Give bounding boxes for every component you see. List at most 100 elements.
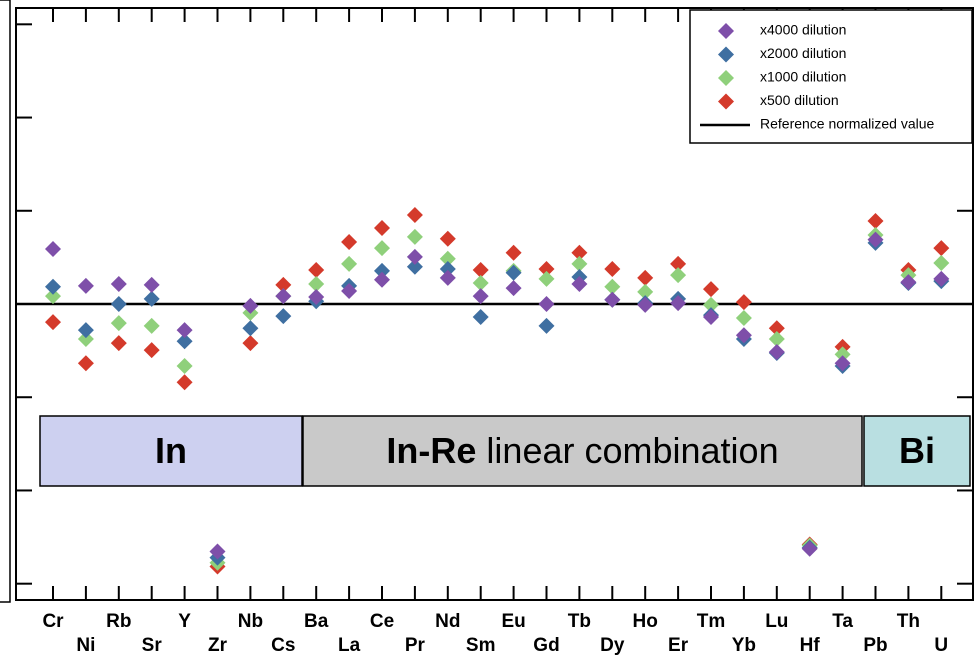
legend-marker bbox=[718, 23, 734, 39]
band-label-text: linear combination bbox=[486, 430, 778, 471]
data-point bbox=[143, 342, 160, 359]
x-tick-label: Ce bbox=[370, 611, 394, 632]
data-point bbox=[472, 288, 489, 305]
legend-label: x4000 dilution bbox=[760, 22, 846, 38]
x-tick-label: Rb bbox=[106, 611, 131, 632]
data-point bbox=[637, 283, 654, 300]
data-point bbox=[110, 296, 127, 312]
data-point bbox=[505, 280, 522, 297]
legend-marker bbox=[718, 93, 734, 110]
data-point bbox=[406, 248, 423, 265]
data-point bbox=[374, 262, 390, 279]
x-tick-label: Ni bbox=[76, 635, 95, 656]
data-point bbox=[45, 288, 61, 305]
neighbor-panel-edge bbox=[0, 0, 11, 603]
data-point bbox=[768, 330, 785, 347]
data-point bbox=[439, 261, 456, 278]
x-tick-label: Pb bbox=[863, 635, 887, 656]
x-tick-label: Eu bbox=[501, 611, 525, 632]
legend-label: Reference normalized value bbox=[760, 116, 935, 132]
x-tick-label: Yb bbox=[732, 635, 756, 656]
data-point bbox=[308, 275, 325, 292]
data-point bbox=[538, 270, 555, 287]
band-label: In bbox=[155, 430, 187, 471]
data-point bbox=[801, 540, 818, 557]
data-point bbox=[45, 278, 61, 295]
data-point bbox=[439, 250, 456, 267]
x-tick-label: Cr bbox=[42, 611, 64, 632]
data-point bbox=[538, 317, 555, 334]
data-point bbox=[341, 282, 358, 299]
data-point bbox=[308, 261, 325, 278]
data-point bbox=[242, 335, 259, 352]
data-point bbox=[571, 255, 588, 272]
data-point bbox=[604, 261, 621, 278]
x-tick-label: Tb bbox=[568, 611, 591, 632]
data-point bbox=[834, 355, 851, 372]
data-point bbox=[571, 275, 588, 292]
x-tick-label: Er bbox=[668, 635, 689, 656]
data-point bbox=[110, 335, 127, 352]
x-tick-label: Nd bbox=[435, 611, 460, 632]
x-tick-label: Ho bbox=[633, 611, 658, 632]
data-point bbox=[176, 322, 193, 339]
data-point bbox=[670, 255, 687, 272]
data-point bbox=[242, 320, 259, 337]
legend-marker bbox=[718, 70, 734, 86]
data-point bbox=[505, 264, 522, 281]
data-point bbox=[735, 309, 752, 326]
data-point bbox=[374, 220, 390, 237]
x-tick-label: Zr bbox=[208, 635, 228, 656]
data-point bbox=[900, 274, 917, 291]
data-point bbox=[439, 269, 456, 286]
x-tick-label: Ta bbox=[832, 611, 853, 632]
data-point bbox=[472, 309, 489, 326]
data-point bbox=[637, 296, 654, 313]
data-point bbox=[768, 320, 785, 337]
data-point bbox=[275, 288, 292, 305]
data-point bbox=[374, 271, 390, 288]
data-point bbox=[472, 275, 489, 292]
x-tick-label: Cs bbox=[271, 635, 295, 656]
x-tick-label: Ba bbox=[304, 611, 329, 632]
data-point bbox=[604, 291, 621, 308]
x-tick-label: Hf bbox=[800, 635, 821, 656]
data-point bbox=[77, 277, 94, 294]
data-point bbox=[505, 244, 522, 261]
band-label: In-Re linear combination bbox=[386, 430, 778, 471]
band-label: Bi bbox=[899, 430, 935, 471]
data-point bbox=[867, 213, 884, 230]
data-point bbox=[110, 275, 127, 292]
band-label-bold: Bi bbox=[899, 430, 935, 471]
data-point bbox=[538, 261, 555, 278]
legend-label: x500 dilution bbox=[760, 92, 839, 108]
x-tick-label: Sr bbox=[142, 635, 163, 656]
band bbox=[302, 415, 863, 487]
data-point bbox=[406, 258, 423, 275]
data-point bbox=[406, 206, 423, 223]
data-point bbox=[604, 278, 621, 295]
band bbox=[863, 415, 971, 487]
x-tick-label: Lu bbox=[765, 611, 788, 632]
data-point bbox=[242, 297, 259, 314]
data-point bbox=[341, 234, 358, 251]
data-point bbox=[571, 244, 588, 261]
data-point bbox=[45, 240, 61, 257]
x-tick-label: Pr bbox=[405, 635, 426, 656]
data-point bbox=[77, 355, 94, 372]
data-point bbox=[933, 270, 950, 287]
band-label-bold: In-Re bbox=[386, 430, 476, 471]
band-label-bold: In bbox=[155, 430, 187, 471]
band bbox=[39, 415, 303, 487]
x-tick-label: Y bbox=[178, 611, 191, 632]
data-point bbox=[143, 317, 160, 334]
data-point bbox=[637, 269, 654, 286]
data-point bbox=[341, 255, 358, 272]
data-point bbox=[275, 308, 292, 325]
data-point bbox=[209, 543, 226, 560]
x-tick-label: Sm bbox=[466, 635, 496, 656]
data-point bbox=[374, 240, 390, 257]
data-point bbox=[703, 281, 719, 298]
data-point bbox=[77, 330, 94, 347]
